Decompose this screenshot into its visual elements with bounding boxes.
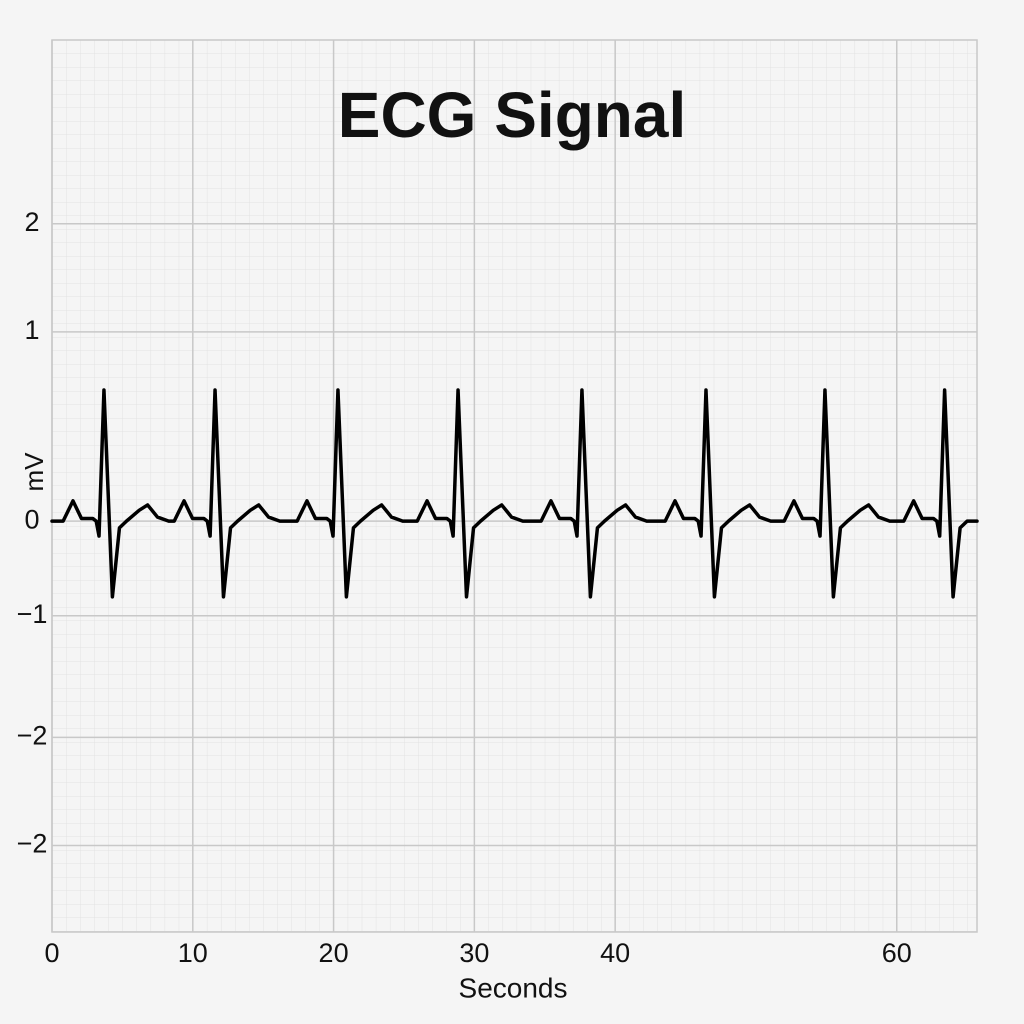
x-tick-label: 40 <box>600 938 630 968</box>
y-tick-label: 1 <box>24 315 39 345</box>
x-tick-label: 20 <box>319 938 349 968</box>
y-tick-label: −1 <box>17 599 48 629</box>
x-tick-label: 10 <box>178 938 208 968</box>
marks <box>50 388 979 599</box>
y-tick-label: −2 <box>17 829 48 859</box>
x-tick-label: 30 <box>459 938 489 968</box>
x-tick-label: 60 <box>882 938 912 968</box>
y-axis-label: mV <box>19 452 49 492</box>
chart-title: ECG Signal <box>338 79 687 151</box>
y-tick-label: −2 <box>17 721 48 751</box>
y-tick-label: 0 <box>24 504 39 534</box>
signal-line <box>50 388 979 599</box>
x-tick-label: 0 <box>44 938 59 968</box>
plot-background <box>52 40 977 932</box>
x-axis-label: Seconds <box>459 972 568 1003</box>
y-tick-label: 2 <box>24 207 39 237</box>
